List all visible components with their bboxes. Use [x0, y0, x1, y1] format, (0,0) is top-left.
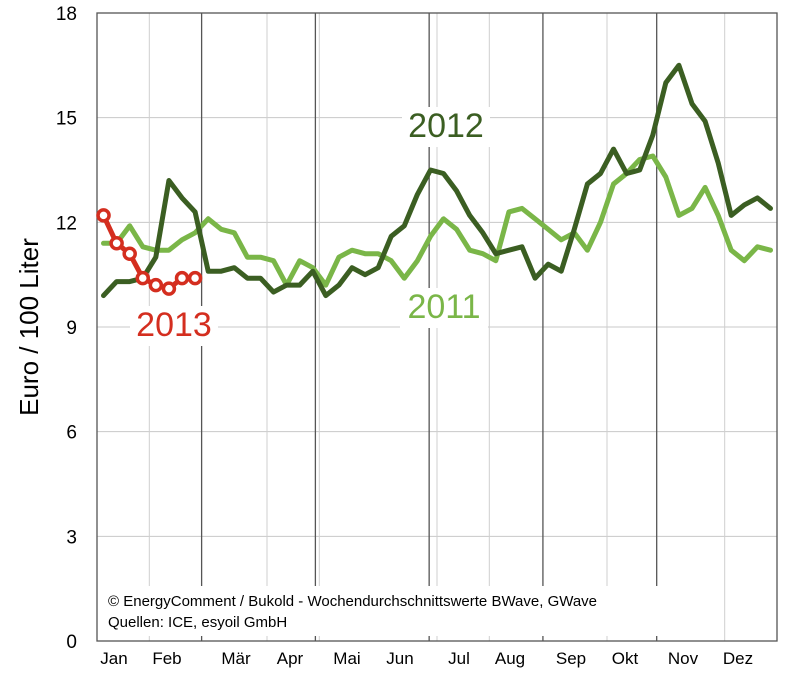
series-line-2011 [101, 153, 773, 288]
x-tick-label: Dez [723, 649, 753, 668]
data-point-2013 [174, 270, 190, 286]
y-tick-label: 3 [66, 527, 77, 548]
x-tick-label: Okt [612, 649, 639, 668]
plot-frame [96, 12, 778, 642]
y-axis-label: Euro / 100 Liter [14, 238, 44, 416]
data-point-2013 [148, 277, 164, 293]
series-label-2011: 2011 [407, 288, 480, 326]
series [96, 62, 773, 299]
annotation-line: © EnergyComment / Bukold - Wochendurchsc… [108, 593, 597, 610]
annotation-bg [100, 586, 660, 636]
x-tick-label: Aug [495, 649, 525, 668]
series-label-2012: 2012 [408, 107, 484, 145]
y-tick-label: 0 [66, 632, 77, 653]
series-label-bg [400, 288, 488, 328]
x-tick-label: Feb [152, 649, 181, 668]
series-line-2012 [101, 62, 773, 299]
x-tick-label: Sep [556, 649, 586, 668]
data-point-2013 [161, 281, 177, 296]
data-point-2013 [122, 246, 137, 261]
y-tick-label: 9 [66, 318, 77, 339]
x-tick-label: Mai [333, 649, 360, 668]
x-tick-label: Apr [277, 649, 304, 668]
x-tick-label: Jul [448, 649, 470, 668]
annotation-line: Quellen: ICE, esyoil GmbH [108, 614, 287, 631]
y-tick-label: 18 [56, 4, 77, 25]
y-tick-label: 6 [66, 423, 77, 444]
x-tick-label: Jun [386, 649, 413, 668]
data-point-2013 [135, 270, 151, 286]
x-tick-label: Jan [100, 649, 127, 668]
y-tick-label: 15 [56, 109, 77, 130]
axes: 0 3 6 9 12 15 18 Jan Feb Mär Apr Mai Jun Jul Aug Sep Okt… [56, 4, 778, 668]
series-label-bg [130, 306, 218, 346]
series-label-bg [402, 107, 490, 147]
data-point-2013 [96, 208, 111, 223]
x-tick-label: Nov [668, 649, 699, 668]
series-label-2013: 2013 [136, 306, 212, 344]
series-labels: 2011 2012 2013 [130, 107, 490, 346]
data-point-2013 [109, 236, 124, 251]
x-tick-label: Mär [221, 649, 251, 668]
y-tick-label: 12 [56, 213, 77, 234]
source-annotation: © EnergyComment / Bukold - Wochendurchsc… [100, 586, 660, 636]
data-point-2013 [187, 270, 203, 286]
